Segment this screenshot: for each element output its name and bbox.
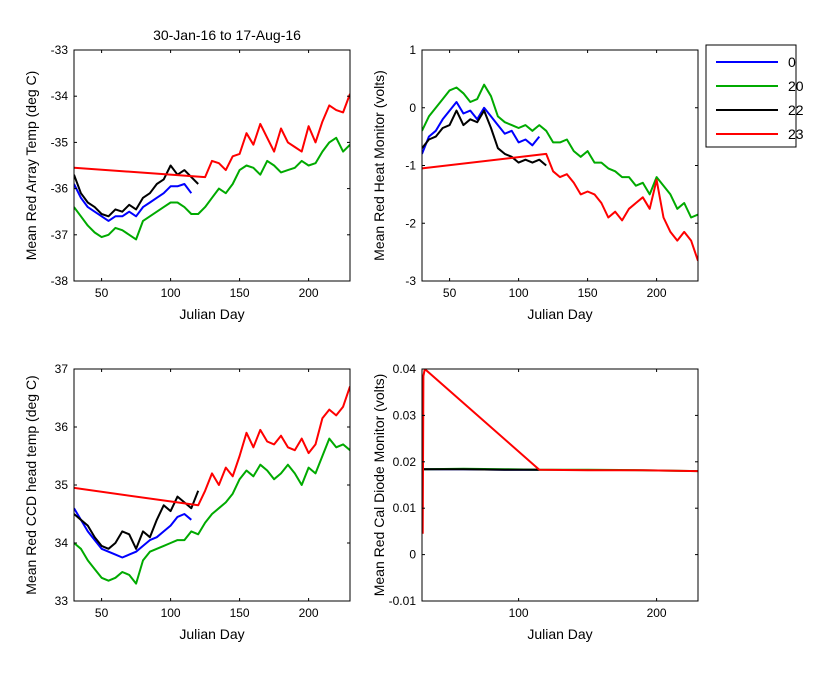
series-group — [422, 369, 698, 534]
x-tick-label: 150 — [578, 286, 598, 300]
series-line-22 — [74, 490, 200, 550]
y-axis-label: Mean Red CCD head temp (deg C) — [23, 375, 39, 594]
x-tick-label: 200 — [299, 286, 319, 300]
legend: 0 20 22 23 — [705, 44, 804, 148]
x-tick-label: 100 — [509, 286, 529, 300]
y-axis-label: Mean Red Heat Monitor (volts) — [371, 70, 387, 261]
y-tick-label: 37 — [55, 362, 69, 376]
series-line-23 — [74, 386, 350, 507]
chart-top-left: 50 100 150 200 -38 -37 -36 -35 -34 -33 Julian Day M… — [23, 43, 351, 322]
plot-frame — [73, 49, 351, 282]
series-line-20 — [422, 83, 698, 219]
plot-background — [422, 50, 698, 281]
y-tick-label: 0.01 — [393, 501, 417, 515]
y-tick-label: 35 — [55, 478, 69, 492]
series-line-20 — [74, 136, 350, 241]
series-line-22 — [422, 109, 547, 167]
y-tick-label: -3 — [405, 274, 416, 288]
plot-frame — [421, 368, 699, 602]
series-group — [74, 93, 350, 241]
y-tick-label: -34 — [51, 89, 69, 103]
y-tick-label: 0 — [409, 101, 416, 115]
y-tick-label: 0.02 — [393, 455, 417, 469]
y-tick-label: 0 — [409, 548, 416, 562]
y-tick-label: -38 — [51, 274, 69, 288]
y-tick-label: 36 — [55, 420, 69, 434]
series-line-0 — [74, 183, 193, 222]
plot-background — [74, 50, 350, 281]
plot-background — [74, 369, 350, 601]
chart-bottom-left: 50 100 150 200 33 34 35 36 37 Julian Day Mean Red … — [23, 362, 351, 642]
chart-top-right: 50 100 150 200 -3 -2 -1 0 1 Julian Day Mean Red He… — [371, 43, 699, 322]
series-group — [74, 386, 350, 585]
legend-label-23: 23 — [788, 126, 804, 142]
x-tick-label: 150 — [230, 286, 250, 300]
chart-bottom-right: 100 200 -0.01 0 0.01 0.02 0.03 0.04 Julian Day Me… — [371, 362, 699, 642]
x-axis-label: Julian Day — [179, 626, 244, 642]
y-axis-label: Mean Red Cal Diode Monitor (volts) — [371, 374, 387, 597]
y-tick-label: -0.01 — [389, 594, 417, 608]
x-tick-label: 50 — [95, 286, 109, 300]
series-line-23 — [422, 152, 698, 262]
x-axis-label: Julian Day — [179, 306, 244, 322]
y-tick-label: -2 — [405, 216, 416, 230]
y-tick-label: 1 — [409, 43, 416, 57]
y-tick-label: 0.04 — [393, 362, 417, 376]
series-group — [422, 83, 698, 262]
series-line-23 — [422, 369, 698, 534]
x-tick-label: 100 — [509, 606, 529, 620]
legend-label-0: 0 — [788, 54, 796, 70]
x-tick-label: 150 — [230, 606, 250, 620]
x-tick-label: 100 — [161, 286, 181, 300]
y-tick-label: -1 — [405, 159, 416, 173]
x-tick-label: 200 — [647, 286, 667, 300]
series-line-20 — [74, 437, 350, 585]
y-tick-label: -33 — [51, 43, 69, 57]
legend-label-22: 22 — [788, 102, 804, 118]
figure-title: 30-Jan-16 to 17-Aug-16 — [153, 27, 301, 43]
x-tick-label: 200 — [647, 606, 667, 620]
y-tick-label: 33 — [55, 594, 69, 608]
x-tick-label: 200 — [299, 606, 319, 620]
y-tick-label: -35 — [51, 135, 69, 149]
y-tick-label: 0.03 — [393, 408, 417, 422]
series-line-23 — [74, 93, 350, 179]
x-axis-label: Julian Day — [527, 626, 592, 642]
x-axis-label: Julian Day — [527, 306, 592, 322]
y-tick-label: -37 — [51, 228, 69, 242]
legend-label-20: 20 — [788, 78, 804, 94]
y-axis-label: Mean Red Array Temp (deg C) — [23, 71, 39, 261]
legend-box — [705, 44, 797, 148]
series-line-0 — [74, 507, 192, 559]
x-tick-label: 50 — [95, 606, 109, 620]
y-tick-label: 34 — [55, 536, 69, 550]
series-line-22 — [423, 468, 540, 471]
y-tick-label: -36 — [51, 182, 69, 196]
x-tick-label: 100 — [161, 606, 181, 620]
series-line-0 — [422, 101, 541, 155]
x-tick-label: 50 — [443, 286, 457, 300]
